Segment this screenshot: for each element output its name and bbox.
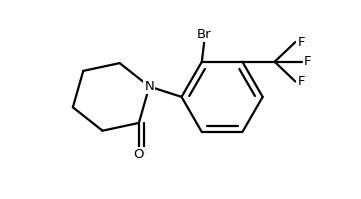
Text: Br: Br xyxy=(197,28,212,41)
Text: O: O xyxy=(134,148,144,161)
Text: N: N xyxy=(144,80,154,93)
Text: F: F xyxy=(304,55,311,68)
Text: F: F xyxy=(297,35,305,49)
Text: F: F xyxy=(297,75,305,88)
